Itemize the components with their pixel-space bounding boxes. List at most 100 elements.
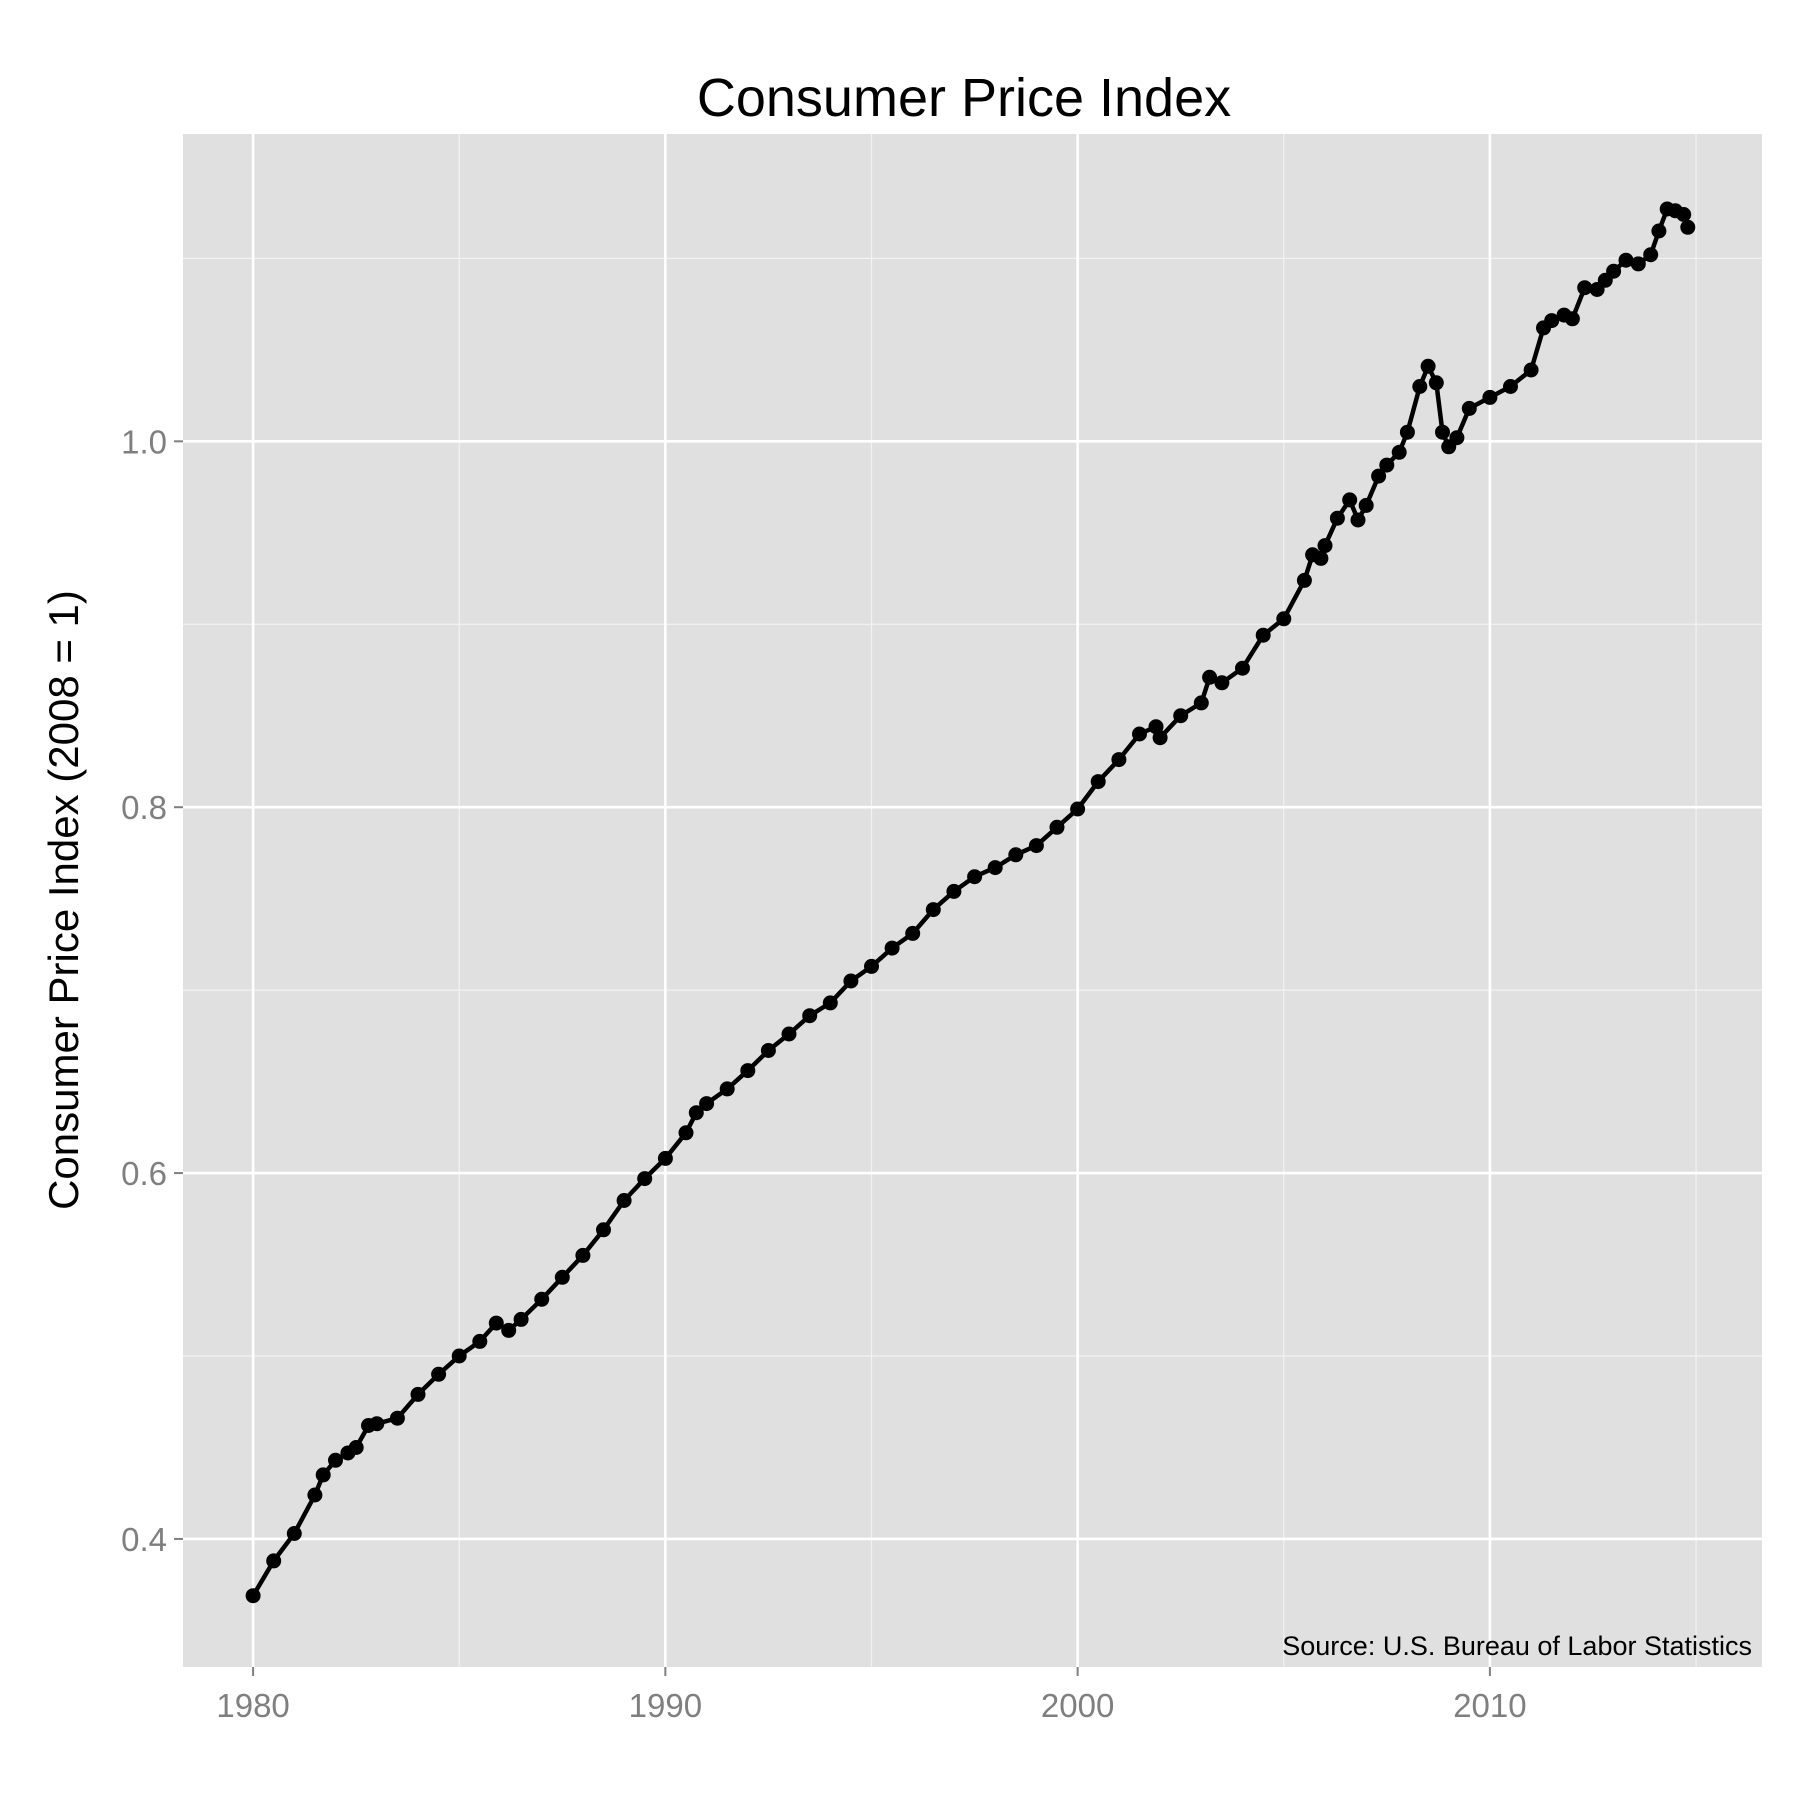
cpi-data-point — [369, 1416, 385, 1432]
cpi-data-point — [1202, 669, 1218, 685]
cpi-data-point — [1214, 675, 1230, 691]
cpi-data-point — [1329, 510, 1345, 526]
y-tick-label: 1.0 — [121, 423, 167, 460]
cpi-data-point — [1111, 752, 1127, 768]
cpi-data-point — [1358, 497, 1374, 513]
cpi-data-point — [864, 958, 879, 974]
cpi-data-point — [501, 1322, 517, 1338]
cpi-data-point — [1449, 430, 1465, 446]
x-tick-label: 1980 — [216, 1687, 289, 1724]
cpi-data-point — [1173, 708, 1189, 724]
cpi-data-point — [348, 1440, 364, 1455]
cpi-data-point — [1276, 611, 1292, 627]
cpi-data-point — [431, 1366, 447, 1382]
source-annotation: Source: U.S. Bureau of Labor Statistics — [1282, 1631, 1752, 1661]
series-layer — [245, 201, 1696, 1604]
cpi-data-point — [1399, 424, 1415, 440]
cpi-data-point — [596, 1222, 611, 1238]
cpi-data-point — [1544, 313, 1560, 329]
cpi-data-point — [946, 883, 962, 899]
cpi-data-point — [884, 940, 900, 956]
cpi-data-point — [1049, 819, 1065, 835]
cpi-data-point — [1379, 457, 1395, 473]
cpi-data-point — [760, 1043, 776, 1058]
axis-layer: 1980 1990 2000 2010 0.4 0.6 0.8 1.0 — [121, 423, 1526, 1724]
cpi-data-point — [1651, 223, 1667, 239]
cpi-data-point — [1606, 263, 1622, 279]
cpi-data-point — [451, 1348, 467, 1364]
x-tick-label: 2010 — [1453, 1687, 1526, 1724]
cpi-data-point — [1313, 550, 1329, 566]
cpi-data-point — [905, 925, 921, 941]
chart-title: Consumer Price Index — [697, 68, 1231, 128]
cpi-data-point — [1350, 512, 1366, 528]
y-tick-label: 0.4 — [121, 1521, 167, 1558]
cpi-data-point — [513, 1311, 529, 1327]
cpi-data-point — [472, 1333, 488, 1349]
cpi-data-point — [967, 869, 983, 885]
cpi-data-point — [1391, 444, 1407, 460]
cpi-data-point — [740, 1063, 756, 1079]
cpi-data-point — [1618, 252, 1634, 268]
cpi-data-point — [554, 1269, 570, 1285]
cpi-data-point — [1643, 247, 1659, 263]
cpi-data-point — [1503, 379, 1518, 394]
cpi-data-point — [1132, 726, 1147, 742]
cpi-data-point — [1420, 358, 1436, 374]
cpi-data-point — [925, 902, 941, 918]
cpi-data-point — [1028, 838, 1044, 854]
cpi-data-point — [1070, 801, 1086, 817]
cpi-data-point — [843, 973, 859, 989]
x-tick-label: 1990 — [629, 1687, 702, 1724]
y-axis-title: Consumer Price Index (2008 = 1) — [40, 590, 87, 1210]
cpi-data-point — [1577, 280, 1593, 296]
cpi-data-point — [1090, 774, 1106, 790]
cpi-data-point — [410, 1386, 426, 1402]
cpi-data-point — [315, 1467, 331, 1483]
cpi-data-point — [1428, 375, 1444, 391]
cpi-data-point — [1296, 572, 1312, 588]
grid-layer — [183, 134, 1762, 1667]
cpi-data-point — [822, 995, 838, 1011]
cpi-data-point — [534, 1291, 550, 1307]
cpi-data-point — [488, 1315, 504, 1331]
plot-panel — [183, 134, 1762, 1667]
cpi-data-point — [1371, 468, 1387, 484]
x-tick-label: 2000 — [1041, 1687, 1114, 1724]
cpi-data-point — [987, 860, 1003, 876]
y-tick-label: 0.6 — [121, 1155, 167, 1192]
cpi-data-point — [575, 1247, 591, 1263]
cpi-data-point — [699, 1096, 715, 1112]
cpi-data-point — [1482, 389, 1498, 405]
cpi-data-point — [719, 1081, 735, 1097]
cpi-data-point — [1152, 730, 1168, 746]
cpi-data-point — [678, 1125, 694, 1141]
cpi-data-point — [688, 1105, 704, 1121]
cpi-data-point — [286, 1526, 302, 1541]
cpi-data-point — [1564, 311, 1580, 327]
cpi-data-point — [616, 1193, 632, 1208]
cpi-data-point — [781, 1026, 797, 1042]
cpi-data-point — [245, 1588, 261, 1604]
cpi-data-point — [1676, 207, 1692, 222]
cpi-data-point — [1008, 847, 1024, 863]
cpi-data-point — [1317, 538, 1333, 554]
cpi-data-point — [637, 1171, 653, 1187]
cpi-data-point — [389, 1410, 405, 1426]
cpi-data-point — [266, 1553, 282, 1569]
cpi-data-point — [1193, 695, 1209, 711]
cpi-data-point — [1255, 627, 1271, 643]
cpi-data-point — [328, 1452, 343, 1468]
y-tick-label: 0.8 — [121, 789, 167, 826]
cpi-data-point — [657, 1150, 673, 1166]
cpi-data-point — [1630, 256, 1646, 272]
cpi-data-point — [1461, 400, 1477, 416]
cpi-data-point — [1435, 424, 1450, 440]
cpi-data-point — [1680, 219, 1696, 235]
cpi-data-point — [307, 1487, 323, 1503]
cpi-data-point — [1412, 379, 1428, 394]
cpi-data-point — [802, 1008, 818, 1024]
cpi-data-point — [1235, 660, 1250, 676]
cpi-data-point — [1523, 362, 1539, 378]
